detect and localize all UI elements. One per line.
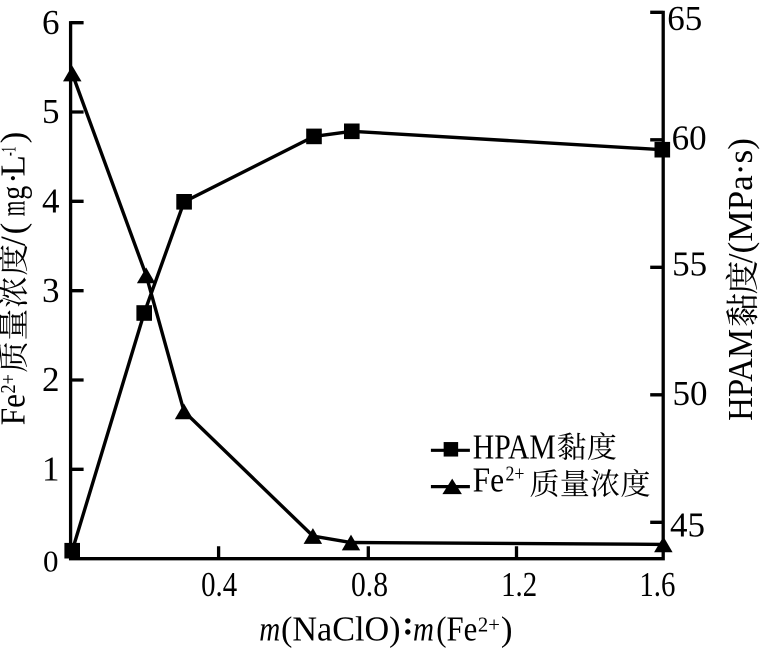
svg-text:m: m	[0, 201, 33, 217]
svg-text:1.6: 1.6	[639, 565, 675, 604]
svg-text:2+: 2+	[506, 462, 525, 486]
svg-text:(NaClO): (NaClO)	[281, 609, 401, 648]
svg-text:2+: 2+	[478, 612, 500, 636]
svg-text:m: m	[413, 609, 434, 648]
svg-text:L: L	[0, 155, 33, 176]
svg-text:-1: -1	[0, 147, 21, 157]
svg-text:0: 0	[43, 544, 59, 579]
svg-text:HPAM: HPAM	[721, 329, 760, 421]
svg-text:60: 60	[672, 119, 707, 158]
svg-text:Fe: Fe	[473, 461, 505, 500]
svg-text:55: 55	[672, 245, 707, 284]
svg-text:6: 6	[42, 3, 60, 42]
svg-text:Fe: Fe	[0, 394, 33, 425]
svg-text:45: 45	[670, 506, 705, 545]
svg-text:65: 65	[667, 0, 702, 38]
svg-text:1: 1	[42, 450, 60, 489]
svg-text:0.4: 0.4	[201, 565, 237, 604]
svg-text:3: 3	[42, 271, 60, 310]
svg-text:/(MPa·s): /(MPa·s)	[721, 138, 760, 263]
svg-text:0.8: 0.8	[351, 565, 388, 604]
svg-text:): )	[0, 132, 33, 144]
svg-text:·: ·	[0, 172, 33, 184]
svg-text:g: g	[0, 186, 33, 200]
svg-text:2: 2	[42, 360, 60, 399]
svg-text:1.2: 1.2	[501, 565, 537, 604]
svg-text:50: 50	[673, 374, 708, 413]
svg-text:/: /	[0, 236, 33, 246]
svg-text:(: (	[0, 223, 33, 235]
svg-text:HPAM: HPAM	[473, 428, 556, 467]
svg-text:(Fe: (Fe	[436, 609, 477, 648]
svg-text:m: m	[259, 609, 280, 648]
svg-text:4: 4	[42, 182, 60, 221]
svg-text:5: 5	[42, 92, 60, 131]
svg-text:): )	[501, 609, 513, 648]
svg-text:2+: 2+	[0, 374, 20, 393]
